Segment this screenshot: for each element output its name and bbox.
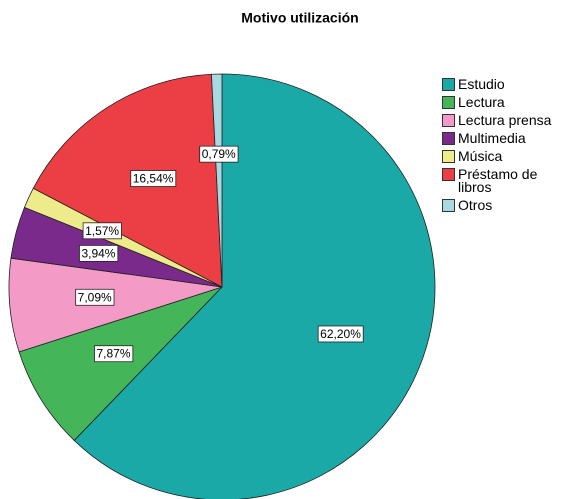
data-label: 7,87%	[97, 347, 131, 361]
legend-label: Lectura prensa	[458, 112, 552, 128]
data-label-box	[199, 145, 239, 163]
data-label: 1,57%	[85, 224, 119, 238]
data-label: 3,94%	[81, 246, 115, 260]
data-label-box	[75, 288, 115, 306]
legend-swatch	[442, 96, 455, 109]
data-label-box	[94, 345, 134, 363]
legend-item: Música	[442, 148, 566, 164]
pie-slice	[211, 73, 223, 288]
legend-swatch	[442, 199, 455, 212]
data-label: 7,09%	[78, 290, 112, 304]
legend-swatch	[442, 150, 455, 163]
legend-item: Lectura	[442, 94, 566, 110]
legend-swatch	[442, 168, 455, 181]
data-label-box	[317, 325, 364, 343]
legend-item: Estudio	[442, 76, 566, 92]
legend-swatch	[442, 114, 455, 127]
legend-label: Estudio	[458, 76, 505, 92]
legend-label: Lectura	[458, 94, 505, 110]
data-label-box	[82, 222, 122, 240]
pie-slice	[73, 73, 436, 499]
chart-title: Motivo utilización	[241, 10, 358, 26]
legend-item: Otros	[442, 197, 566, 213]
data-labels: 62,20% 7,87% 7,09% 3,94% 1,57% 16,54% 0,79%	[75, 145, 364, 363]
legend: Estudio Lectura Lectura prensa Multimedia Mú…	[442, 76, 566, 213]
legend-item: Lectura prensa	[442, 112, 566, 128]
data-label: 0,79%	[202, 147, 236, 161]
data-label: 62,20%	[320, 327, 361, 341]
pie-slice	[18, 286, 223, 441]
data-label-box	[130, 170, 177, 187]
pie-slice	[32, 73, 223, 288]
legend-label: Multimedia	[458, 130, 526, 146]
legend-item: Préstamo de libros	[442, 166, 566, 195]
data-label-box	[79, 244, 119, 262]
legend-swatch	[442, 78, 455, 91]
legend-label: Otros	[458, 197, 493, 213]
legend-label: Música	[458, 148, 503, 164]
pie	[8, 73, 436, 499]
legend-swatch	[442, 132, 455, 145]
data-label: 16,54%	[133, 172, 174, 186]
legend-label: Préstamo de libros	[458, 166, 538, 195]
legend-item: Multimedia	[442, 130, 566, 146]
